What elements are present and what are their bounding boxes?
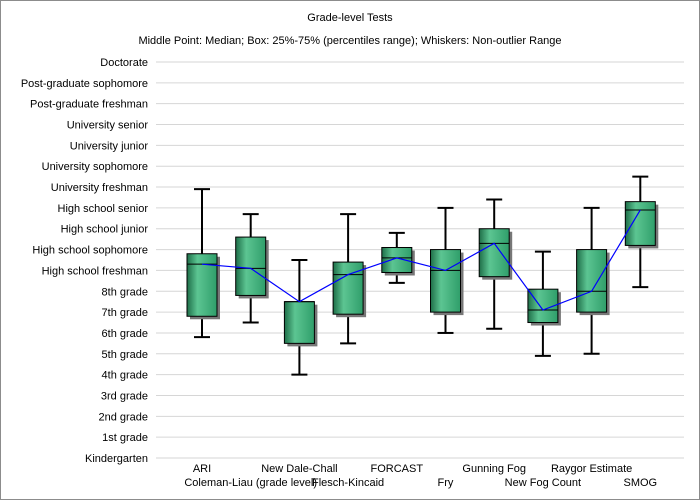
y-tick-label: 7th grade (102, 307, 148, 319)
x-tick-label: New Fog Count (505, 477, 581, 489)
box-0 (186, 188, 220, 339)
y-tick-label: Doctorate (100, 57, 148, 69)
box-iqr (576, 249, 608, 313)
y-tick-label: University freshman (51, 182, 148, 194)
y-tick-label: High school freshman (42, 265, 148, 277)
y-tick-label: High school sophomore (32, 245, 148, 257)
box-iqr (430, 249, 461, 313)
box-4 (381, 231, 415, 284)
chart-subtitle: Middle Point: Median; Box: 25%-75% (perc… (138, 35, 561, 47)
y-tick-label: 5th grade (102, 349, 148, 361)
y-tick-label: High school senior (58, 203, 149, 215)
x-tick-label: Gunning Fog (462, 463, 526, 475)
y-tick-label: 1st grade (102, 432, 148, 444)
y-tick-label: University junior (70, 140, 149, 152)
y-tick-label: Kindergarten (85, 453, 148, 465)
box-iqr (283, 301, 315, 344)
x-tick-label: SMOG (623, 477, 657, 489)
y-tick-label: University senior (67, 120, 149, 132)
boxes (186, 175, 659, 376)
median-line (201, 209, 641, 311)
box-iqr (478, 228, 510, 278)
y-tick-label: Post-graduate freshman (30, 99, 148, 111)
box-9 (624, 175, 659, 289)
box-iqr (235, 236, 267, 296)
x-axis-tick-labels: ARI Coleman-Liau (grade level) New Dale-Ch… (184, 463, 657, 489)
x-tick-label: New Dale-Chall (261, 463, 337, 475)
x-tick-label: Fry (438, 477, 454, 489)
y-tick-label: 8th grade (102, 286, 148, 298)
y-tick-label: 6th grade (102, 328, 148, 340)
y-tick-label: Post-graduate sophomore (21, 78, 148, 90)
y-tick-label: 3rd grade (101, 390, 148, 402)
y-axis-tick-labels: Kindergarten 1st grade 2nd grade 3rd grade 4… (21, 57, 149, 465)
box-iqr (332, 261, 364, 315)
x-tick-label: Coleman-Liau (grade level) (184, 477, 317, 489)
box-2 (283, 259, 318, 376)
y-tick-label: University sophomore (42, 161, 148, 173)
y-tick-label: 2nd grade (98, 411, 148, 423)
box-7 (527, 250, 561, 357)
box-3 (332, 213, 367, 345)
x-tick-label: Flesch-Kincaid (312, 477, 384, 489)
x-tick-label: Raygor Estimate (551, 463, 632, 475)
x-tick-label: ARI (193, 463, 211, 475)
y-tick-label: High school junior (61, 224, 149, 236)
box-5 (430, 206, 464, 334)
x-tick-label: FORCAST (371, 463, 424, 475)
y-tick-label: 4th grade (102, 370, 148, 382)
box-iqr (624, 201, 656, 246)
box-8 (576, 206, 610, 355)
chart-title: Grade-level Tests (307, 12, 393, 24)
box-iqr (186, 253, 218, 317)
box-1 (235, 213, 269, 324)
box-6 (478, 198, 513, 330)
